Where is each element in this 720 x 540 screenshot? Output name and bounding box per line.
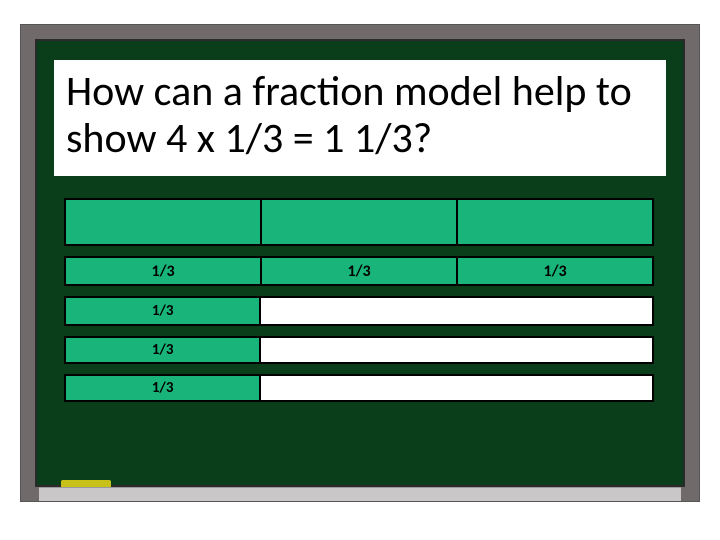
fraction-cell-filled: 1/3: [66, 376, 261, 400]
chalkboard-tray: [39, 487, 681, 501]
model-row-2: 1/3 1/3 1/3: [64, 256, 654, 286]
fraction-cell-empty: [261, 376, 652, 400]
fraction-cell: [262, 200, 458, 244]
model-row-1: [64, 198, 654, 246]
fraction-cell: [66, 200, 262, 244]
fraction-model: 1/3 1/3 1/3 1/3 1/3 1/3: [64, 198, 654, 412]
model-row-3: 1/3: [64, 296, 654, 326]
slide-heading: How can a fraction model help to show 4 …: [66, 68, 654, 162]
model-row-5: 1/3: [64, 374, 654, 402]
fraction-cell: 1/3: [262, 258, 458, 284]
fraction-cell-filled: 1/3: [66, 338, 261, 362]
fraction-cell: 1/3: [66, 258, 262, 284]
fraction-cell-empty: [261, 338, 652, 362]
model-row-4: 1/3: [64, 336, 654, 364]
fraction-cell-filled: 1/3: [66, 298, 261, 324]
fraction-cell: 1/3: [458, 258, 652, 284]
slide: How can a fraction model help to show 4 …: [0, 0, 720, 540]
fraction-cell-empty: [261, 298, 652, 324]
heading-box: How can a fraction model help to show 4 …: [54, 60, 666, 176]
fraction-cell: [458, 200, 652, 244]
